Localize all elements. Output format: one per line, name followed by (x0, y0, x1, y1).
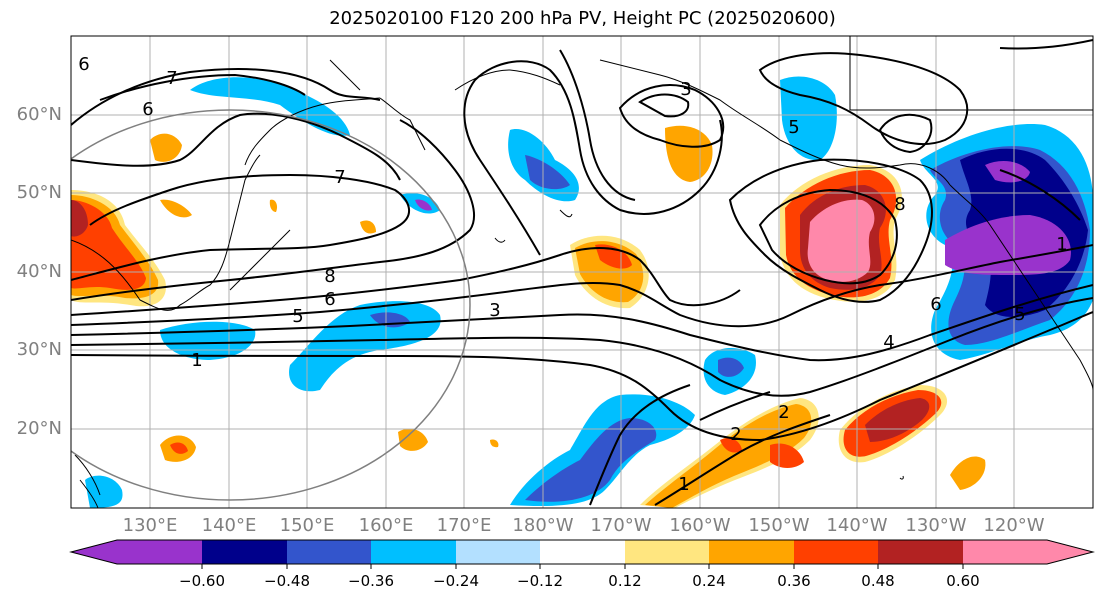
contour-label: 8 (894, 194, 905, 215)
colorbar-tick-label: 0.60 (946, 572, 980, 590)
region-outline-circle (71, 109, 471, 501)
colorbar-tick-label: 0.12 (608, 572, 642, 590)
lon-label: 130°W (905, 515, 967, 536)
contour-label: 5 (788, 117, 799, 138)
contour-label: 1 (191, 350, 202, 371)
colorbar (69, 539, 1095, 569)
lat-label: 20°N (16, 418, 62, 439)
colorbar-tick-label: −0.48 (264, 572, 310, 590)
map-frame (70, 35, 1094, 509)
contour-label: 5 (292, 306, 303, 327)
lat-label: 40°N (16, 261, 62, 282)
lon-label: 170°W (590, 515, 652, 536)
lon-label: 180°W (512, 515, 574, 536)
colorbar-extend-right (1047, 540, 1093, 564)
lon-label: 140°W (826, 515, 888, 536)
contour-label: 2 (778, 402, 789, 423)
colorbar-tick-label: −0.24 (433, 572, 479, 590)
contour-label: 6 (78, 54, 89, 75)
contour-label: 6 (324, 289, 335, 310)
lon-label: 170°E (436, 515, 492, 536)
contour-label: 8 (324, 266, 335, 287)
map-title: 2025020100 F120 200 hPa PV, Height PC (2… (329, 8, 836, 29)
colorbar-tick-label: 0.36 (777, 572, 811, 590)
lon-label: 140°E (201, 515, 257, 536)
height-contours (71, 39, 1093, 506)
contour-label: 7 (334, 167, 345, 188)
lat-label: 30°N (16, 339, 62, 360)
pv-anomaly-field (71, 76, 1093, 508)
contour-label: 4 (883, 332, 894, 353)
contour-label: 6 (930, 294, 941, 315)
colorbar-extend-left (71, 540, 117, 564)
colorbar-tick-label: −0.60 (179, 572, 225, 590)
contour-label: 3 (680, 79, 691, 100)
contour-label: 1 (678, 474, 689, 495)
contour-labels: 7 6 7 8 6 5 1 3 5 4 2 2 1 6 1 6 5 3 8 (78, 54, 1067, 495)
lon-label: 160°E (358, 515, 414, 536)
contour-label: 3 (489, 300, 500, 321)
lon-label: 150°W (748, 515, 810, 536)
contour-label: 1 (1056, 234, 1067, 255)
lon-label: 120°W (983, 515, 1045, 536)
colorbar-tick-label: 0.24 (692, 572, 726, 590)
coastlines (71, 36, 1093, 508)
map-plot-area: 7 6 7 8 6 5 1 3 5 4 2 2 1 6 1 6 5 3 8 (71, 36, 1093, 508)
colorbar-tick-label: 0.48 (861, 572, 895, 590)
lat-label: 50°N (16, 182, 62, 203)
lon-label: 150°E (279, 515, 335, 536)
contour-label: 2 (730, 424, 741, 445)
contour-label: 6 (142, 99, 153, 120)
lon-label: 160°W (669, 515, 731, 536)
lat-label: 60°N (16, 104, 62, 125)
lon-label: 130°E (122, 515, 178, 536)
colorbar-tick-label: −0.12 (517, 572, 563, 590)
contour-label: 7 (166, 68, 177, 89)
colorbar-tick-label: −0.36 (348, 572, 394, 590)
contour-label: 5 (1014, 304, 1025, 325)
